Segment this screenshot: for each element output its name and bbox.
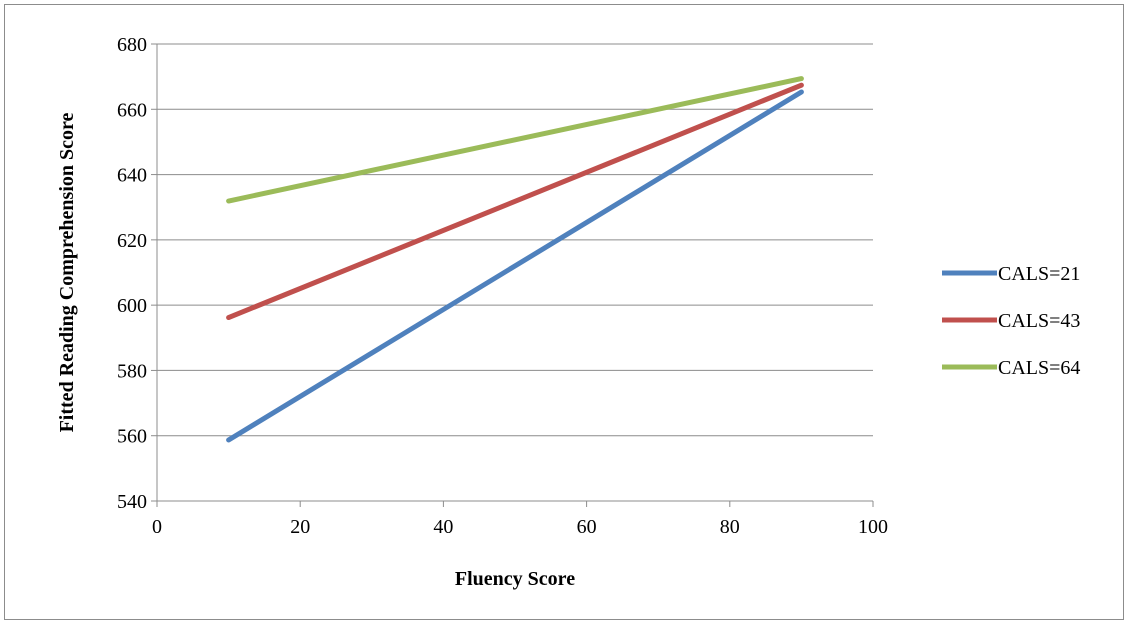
x-tick-label: 100 bbox=[858, 516, 888, 538]
y-tick-label: 660 bbox=[117, 99, 147, 121]
x-tick-labels: 0 20 40 60 80 100 bbox=[152, 516, 888, 538]
series-line-2 bbox=[226, 82, 804, 321]
y-tick-label: 640 bbox=[117, 165, 147, 187]
x-axis-title: Fluency Score bbox=[455, 568, 575, 590]
x-tick-label: 40 bbox=[433, 516, 453, 538]
y-tick-label: 540 bbox=[117, 491, 147, 513]
legend-label-3: CALS=64 bbox=[998, 357, 1080, 379]
series-line-3 bbox=[226, 76, 804, 204]
y-tick-label: 580 bbox=[117, 360, 147, 382]
legend-label-1: CALS=21 bbox=[998, 263, 1080, 285]
chart-frame bbox=[4, 4, 1124, 620]
y-tick-label: 680 bbox=[117, 34, 147, 56]
x-tick-label: 20 bbox=[290, 516, 310, 538]
series-lines bbox=[226, 76, 804, 443]
x-tick-label: 80 bbox=[720, 516, 740, 538]
legend: CALS=21 CALS=43 CALS=64 bbox=[942, 263, 1080, 379]
series-line-1 bbox=[226, 89, 804, 443]
y-tick-label: 560 bbox=[117, 426, 147, 448]
y-axis-title: Fitted Reading Comprehension Score bbox=[56, 112, 78, 432]
legend-label-2: CALS=43 bbox=[998, 310, 1080, 332]
x-tick-label: 0 bbox=[152, 516, 162, 538]
y-tick-label: 620 bbox=[117, 230, 147, 252]
y-tick-labels: 540 560 580 600 620 640 660 680 bbox=[117, 34, 147, 513]
y-tick-label: 600 bbox=[117, 295, 147, 317]
x-tick-label: 60 bbox=[577, 516, 597, 538]
axes bbox=[156, 44, 874, 507]
gridlines bbox=[151, 43, 873, 502]
